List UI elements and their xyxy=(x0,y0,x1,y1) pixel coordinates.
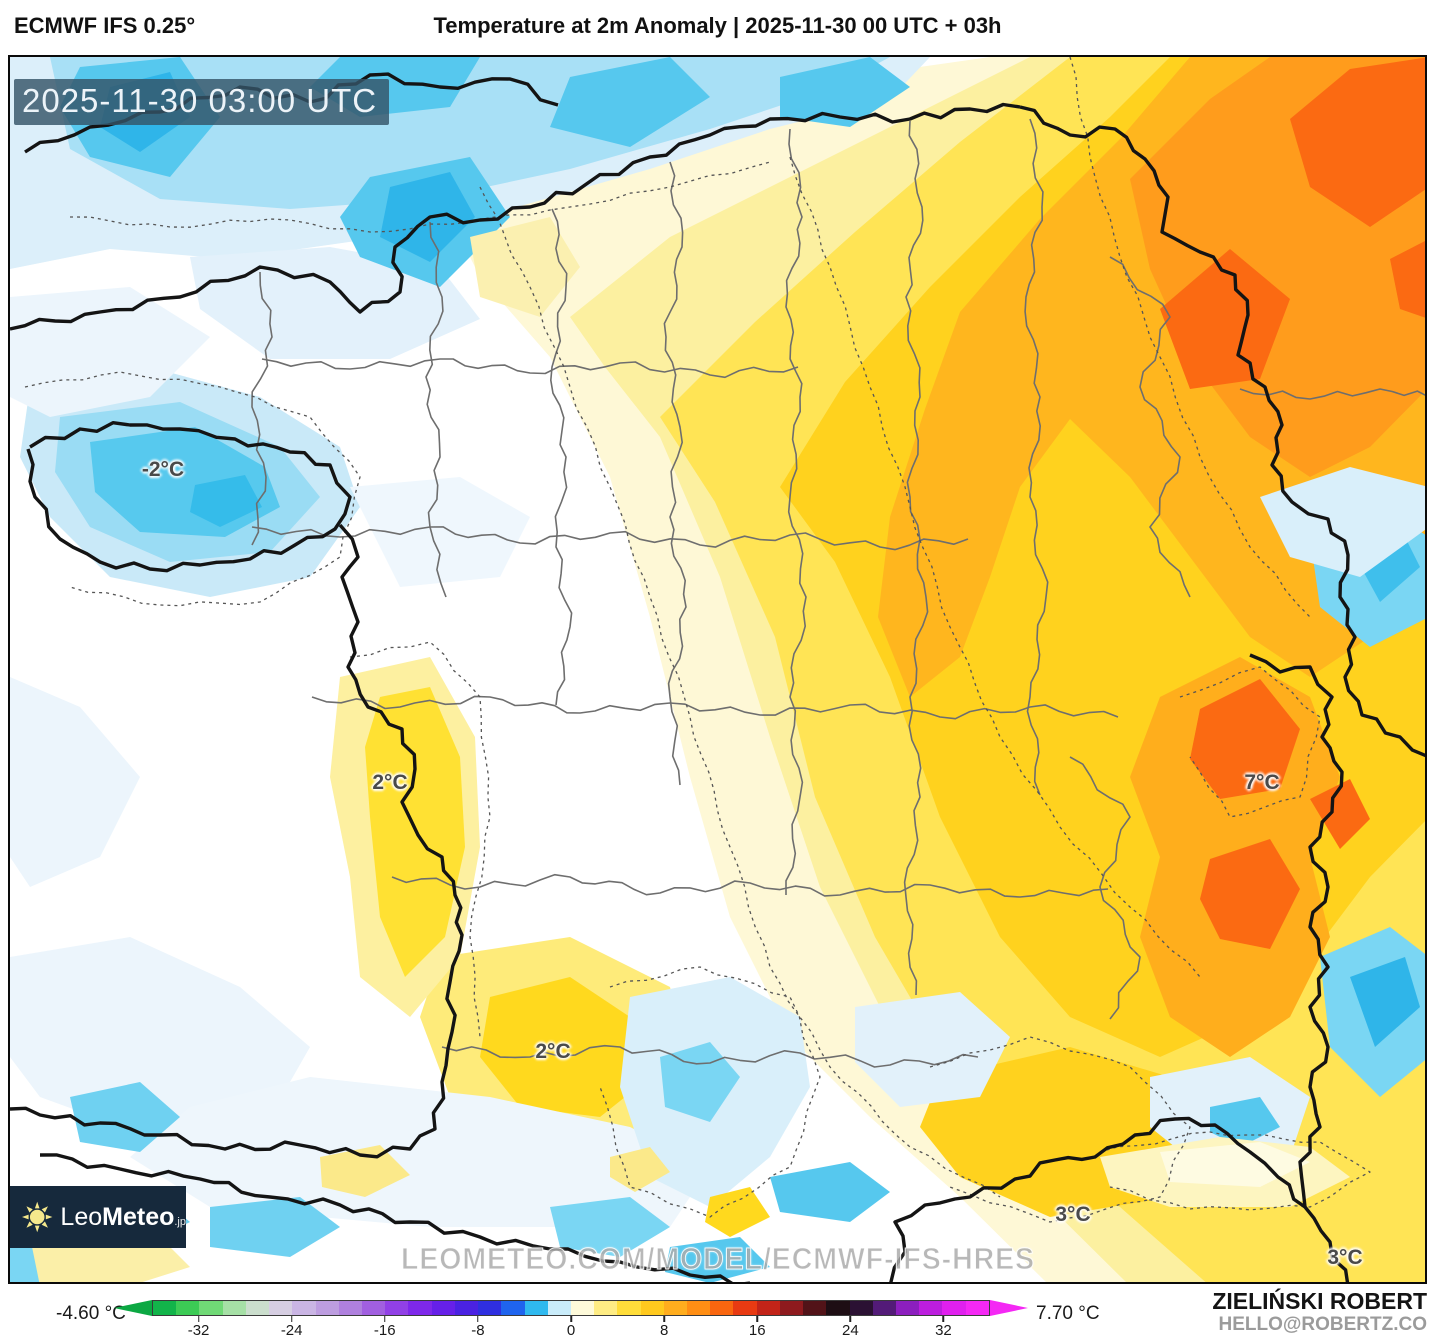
watermark: LEOMETEO.COM/MODEL/ECMWF-IFS-HRES xyxy=(400,1241,1036,1277)
accent-regions xyxy=(30,217,770,1282)
colorbar-segment xyxy=(338,1301,362,1315)
colorbar-segment xyxy=(478,1301,502,1315)
colorbar-tick-label: 32 xyxy=(935,1322,952,1339)
colorbar-tick-mark xyxy=(290,1316,293,1322)
colorbar-segment xyxy=(361,1301,386,1315)
map-temp-label: 2°C xyxy=(535,1040,571,1063)
colorbar-segment xyxy=(617,1301,641,1315)
colorbar-segment xyxy=(547,1301,571,1315)
colorbar-max-label: 7.70 °C xyxy=(1036,1303,1100,1324)
map-temp-label: 2°C xyxy=(372,771,408,794)
colorbar-segment xyxy=(385,1301,409,1315)
author-credit: ZIELIŃSKI ROBERT xyxy=(1212,1288,1427,1314)
colorbar-segment xyxy=(199,1301,223,1315)
colorbar-tick-mark xyxy=(849,1316,852,1322)
border-lines xyxy=(10,57,1425,1282)
colorbar-segment xyxy=(292,1301,316,1315)
colorbar-segment xyxy=(640,1301,664,1315)
colorbar-tick-label: 24 xyxy=(841,1322,859,1339)
colorbar-tick-label: -32 xyxy=(187,1322,210,1339)
colorbar-segment xyxy=(803,1301,827,1315)
colorbar-segment xyxy=(663,1301,688,1315)
colorbar-segment xyxy=(965,1301,989,1315)
anomaly-map-canvas xyxy=(10,57,1425,1282)
colorbar-segment xyxy=(269,1301,293,1315)
colorbar-segment xyxy=(826,1301,850,1315)
colorbar-tick-label: 16 xyxy=(748,1322,766,1339)
colorbar-segment xyxy=(245,1301,270,1315)
colorbar-segment xyxy=(872,1301,896,1315)
colorbar-tick-mark xyxy=(942,1316,945,1322)
map-temp-label: 3°C xyxy=(1327,1246,1363,1269)
colorbar-segment xyxy=(408,1301,432,1315)
map-temp-label: 7°C xyxy=(1244,771,1280,794)
colorbar-segment xyxy=(524,1301,548,1315)
colorbar-segment xyxy=(501,1301,525,1315)
sun-icon xyxy=(21,1201,53,1233)
colorbar-segment xyxy=(896,1301,920,1315)
colorbar-segment xyxy=(594,1301,618,1315)
colorbar-segment xyxy=(756,1301,780,1315)
colorbar-tick-mark xyxy=(663,1316,665,1322)
colorbar-min-label: -4.60 °C xyxy=(56,1303,126,1324)
colorbar-tick-label: -8 xyxy=(471,1322,485,1339)
colorbar-tick-label: -16 xyxy=(373,1322,396,1339)
colorbar-segment xyxy=(431,1301,455,1315)
colorbar-tick-mark xyxy=(570,1316,572,1322)
colorbar-segment xyxy=(315,1301,339,1315)
logo-text: LeoMeteo.jp xyxy=(60,1202,186,1231)
colorbar-segment xyxy=(687,1301,711,1315)
colorbar-tick-label: -24 xyxy=(280,1322,303,1339)
model-label: ECMWF IFS 0.25° xyxy=(14,13,196,38)
timestamp-overlay: 2025-11-30 03:00 UTC xyxy=(14,79,390,125)
colorbar-segment xyxy=(849,1301,873,1315)
colorbar-tick-mark xyxy=(384,1316,386,1322)
colorbar-segment xyxy=(710,1301,734,1315)
colorbar-left-arrow xyxy=(114,1300,152,1316)
colorbar-tick-mark xyxy=(197,1316,200,1322)
page-title: Temperature at 2m Anomaly | 2025-11-30 0… xyxy=(433,13,1002,38)
colorbar-segment xyxy=(222,1301,246,1315)
colorbar-segment xyxy=(733,1301,757,1315)
map-temp-label: -2°C xyxy=(141,458,185,481)
colorbar-segment xyxy=(570,1301,595,1315)
colorbar-segment xyxy=(942,1301,966,1315)
leometeo-logo: LeoMeteo.jp xyxy=(10,1186,186,1248)
colorbar-ticks: -32 -24 -16 -8 0 8 16 24 32 xyxy=(152,1316,990,1339)
colorbar-tick-label: 8 xyxy=(659,1322,669,1339)
contact-email: HELLO@ROBERTZ.CO xyxy=(1218,1314,1427,1335)
anomaly-map xyxy=(8,55,1427,1284)
colorbar-segment xyxy=(779,1301,804,1315)
colorbar-segment xyxy=(153,1301,177,1315)
colorbar-tick-mark xyxy=(477,1316,479,1322)
colorbar xyxy=(152,1300,990,1316)
map-temp-label: 3°C xyxy=(1055,1203,1091,1226)
colorbar-segment xyxy=(454,1301,479,1315)
colorbar-right-arrow xyxy=(990,1300,1028,1316)
colorbar-tick-label: 0 xyxy=(566,1322,576,1339)
colorbar-tick-mark xyxy=(756,1316,758,1322)
colorbar-segment xyxy=(919,1301,943,1315)
colorbar-segment xyxy=(176,1301,200,1315)
